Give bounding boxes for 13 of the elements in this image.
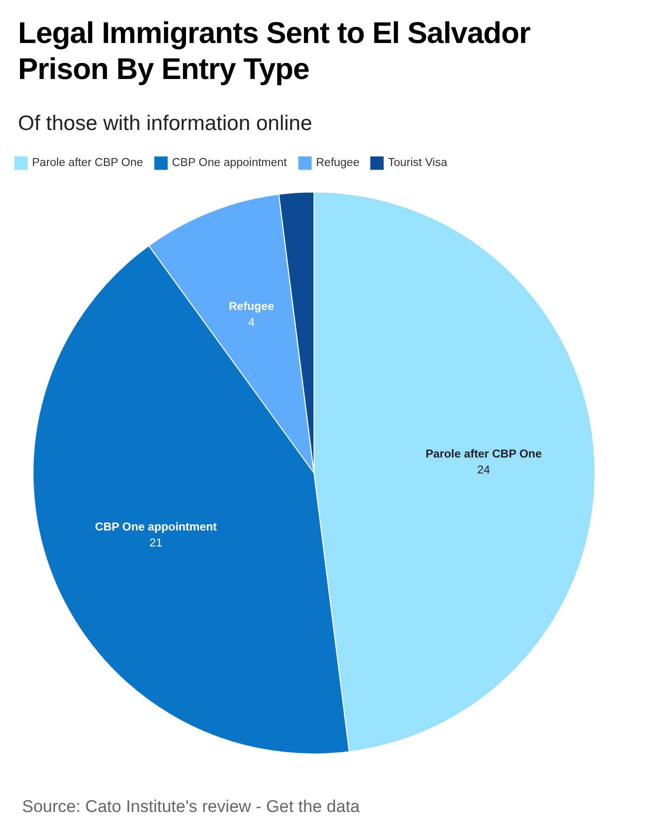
slice-label: Parole after CBP One xyxy=(426,448,542,460)
data-label: 24 xyxy=(477,464,491,476)
data-label: 21 xyxy=(150,538,162,550)
data-label: 4 xyxy=(248,316,256,329)
slice-label: CBP One appointment xyxy=(95,522,218,534)
chart-subtitle: Of those with information online xyxy=(18,112,312,136)
chart-title: Legal Immigrants Sent to El Salvador Prison By Entry Type xyxy=(18,16,532,88)
legend-label: Refugee xyxy=(316,157,360,170)
slice-label: Refugee xyxy=(228,300,274,313)
legend-label: Parole after CBP One xyxy=(32,157,144,170)
legend-label: CBP One appointment xyxy=(172,157,288,170)
legend-label: Tourist Visa xyxy=(388,157,448,170)
source-note: Source: Cato Institute's review - Get the data xyxy=(22,797,360,817)
